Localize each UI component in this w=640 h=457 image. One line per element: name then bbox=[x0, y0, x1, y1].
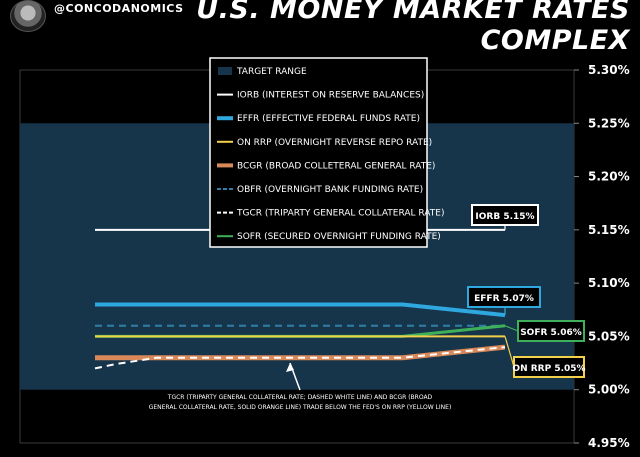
series-lines bbox=[94, 228, 506, 370]
value-label-text: SOFR 5.06% bbox=[520, 328, 582, 338]
value-label-box bbox=[513, 356, 585, 378]
legend-box bbox=[209, 57, 428, 248]
y-axis: 5.30% 5.25% 5.20% 5.15% 5.10% 5.05% 5.00% 4.95% bbox=[574, 63, 630, 450]
annotation-text: GENERAL COLLATERAL RATE, SOLID ORANGE LI… bbox=[149, 404, 452, 411]
label-leader-line bbox=[504, 336, 515, 368]
legend-entry-label: SOFR (SECURED OVERNIGHT FUNDING RATE) bbox=[237, 232, 441, 242]
legend-entry-label: TARGET RANGE bbox=[236, 67, 307, 77]
legend-entry-label: EFFR (EFFECTIVE FEDERAL FUNDS RATE) bbox=[237, 114, 420, 124]
value-label-text: ON RRP 5.05% bbox=[512, 364, 585, 374]
y-tick-label: 5.10% bbox=[588, 276, 630, 290]
value-label-box bbox=[467, 286, 541, 308]
annotation: TGCR (TRIPARTY GENERAL COLLATERAL RATE; … bbox=[149, 362, 452, 411]
chart-header: @CONCODANOMICS U.S. MONEY MARKET RATES C… bbox=[0, 0, 640, 56]
legend: TARGET RANGE IORB (INTEREST ON RESERVE BA… bbox=[209, 57, 444, 248]
value-label-box bbox=[471, 204, 539, 226]
label-leader-line bbox=[504, 325, 519, 332]
y-tick-label: 5.05% bbox=[588, 329, 630, 343]
y-tick-label: 5.30% bbox=[588, 63, 630, 77]
y-tick-label: 5.20% bbox=[588, 170, 630, 184]
author-handle: @CONCODANOMICS bbox=[54, 2, 184, 15]
avatar bbox=[10, 0, 46, 32]
chart-title: U.S. MONEY MARKET RATES COMPLEX bbox=[196, 0, 630, 56]
value-label-box bbox=[517, 320, 585, 342]
value-labels: IORB 5.15% EFFR 5.07% SOFR 5.06% ON RRP 5.0… bbox=[467, 204, 586, 378]
y-tick-label: 5.00% bbox=[588, 383, 630, 397]
legend-entry-label: IORB (INTEREST ON RESERVE BALANCES) bbox=[237, 91, 424, 101]
series-line-effr bbox=[95, 302, 506, 318]
series-line-tgcr bbox=[94, 346, 506, 370]
annotation-text: TGCR (TRIPARTY GENERAL COLLATERAL RATE; … bbox=[167, 394, 433, 401]
value-label-text: EFFR 5.07% bbox=[474, 294, 534, 304]
value-label-text: IORB 5.15% bbox=[475, 212, 534, 222]
legend-entry-label: TGCR (TRIPARTY GENERAL COLLATERAL RATE) bbox=[236, 209, 444, 219]
y-tick-label: 5.25% bbox=[588, 116, 630, 130]
legend-entry-label: OBFR (OVERNIGHT BANK FUNDING RATE) bbox=[237, 185, 423, 195]
annotation-arrowhead bbox=[286, 363, 294, 372]
y-tick-label: 4.95% bbox=[588, 436, 630, 450]
y-tick-label: 5.15% bbox=[588, 223, 630, 237]
legend-swatch bbox=[218, 67, 232, 75]
legend-entry-label: ON RRP (OVERNIGHT REVERSE REPO RATE) bbox=[237, 138, 432, 148]
legend-entry-label: BCGR (BROAD COLLETERAL GENERAL RATE) bbox=[237, 161, 435, 171]
